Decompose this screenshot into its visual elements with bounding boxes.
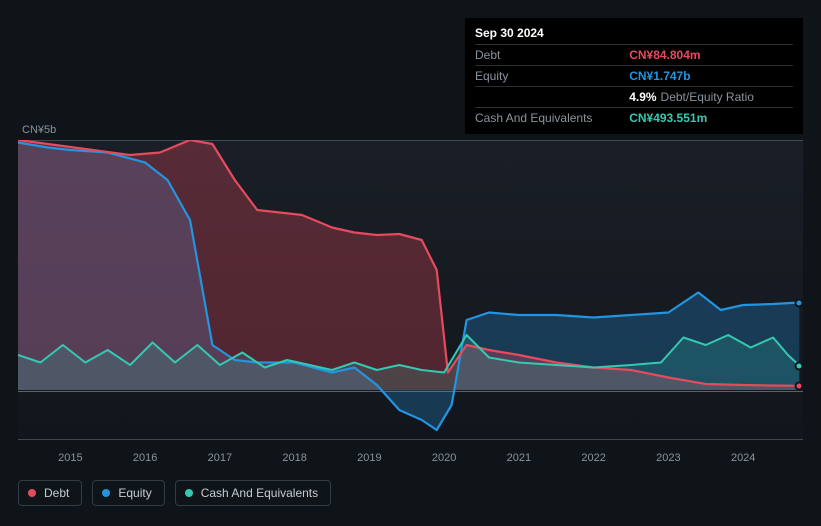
tooltip-ratio-value: 4.9%Debt/Equity Ratio <box>629 87 793 108</box>
tooltip-equity-label: Equity <box>475 66 629 87</box>
x-tick-2024: 2024 <box>731 452 755 464</box>
tooltip-cash-value: CN¥493.551m <box>629 108 793 129</box>
tooltip-ratio-label <box>475 87 629 108</box>
legend-item-debt[interactable]: Debt <box>18 480 82 506</box>
x-tick-2018: 2018 <box>282 452 306 464</box>
x-tick-2023: 2023 <box>656 452 680 464</box>
y-tick-label-5b: CN¥5b <box>22 124 56 136</box>
tooltip-cash-label: Cash And Equivalents <box>475 108 629 129</box>
tooltip-date: Sep 30 2024 <box>475 26 793 40</box>
legend-label-equity: Equity <box>118 486 151 500</box>
chart-svg <box>18 140 803 440</box>
x-tick-2022: 2022 <box>581 452 605 464</box>
x-tick-2019: 2019 <box>357 452 381 464</box>
equity-dot-icon <box>102 489 110 497</box>
chart-legend: Debt Equity Cash And Equivalents <box>18 480 331 506</box>
tooltip-table: Debt CN¥84.804m Equity CN¥1.747b 4.9%Deb… <box>475 44 793 128</box>
legend-label-debt: Debt <box>44 486 69 500</box>
x-tick-2015: 2015 <box>58 452 82 464</box>
debt-dot-icon <box>28 489 36 497</box>
tooltip-debt-value: CN¥84.804m <box>629 45 793 66</box>
legend-label-cash: Cash And Equivalents <box>201 486 318 500</box>
tooltip-equity-value: CN¥1.747b <box>629 66 793 87</box>
tooltip-debt-label: Debt <box>475 45 629 66</box>
legend-item-cash[interactable]: Cash And Equivalents <box>175 480 331 506</box>
x-tick-2021: 2021 <box>507 452 531 464</box>
hover-dot-equity <box>795 298 804 307</box>
chart-tooltip: Sep 30 2024 Debt CN¥84.804m Equity CN¥1.… <box>465 18 803 134</box>
x-tick-2020: 2020 <box>432 452 456 464</box>
x-tick-2016: 2016 <box>133 452 157 464</box>
x-axis: 2015 2016 2017 2018 2019 2020 2021 2022 2023 2024 <box>18 446 803 466</box>
cash-dot-icon <box>185 489 193 497</box>
legend-item-equity[interactable]: Equity <box>92 480 164 506</box>
hover-dot-debt <box>795 381 804 390</box>
x-tick-2017: 2017 <box>208 452 232 464</box>
hover-dot-cash <box>795 361 804 370</box>
